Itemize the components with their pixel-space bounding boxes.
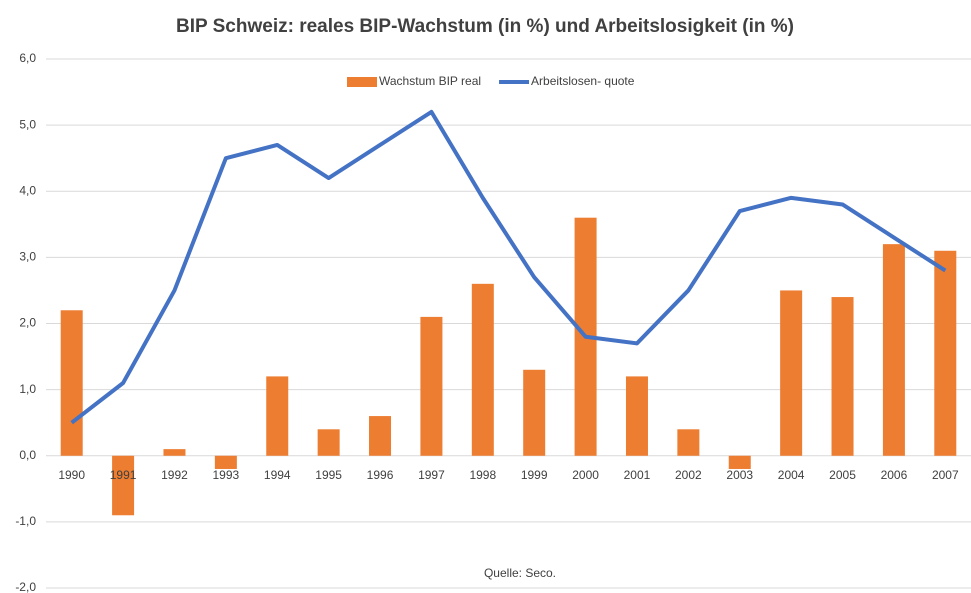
bar (369, 416, 392, 456)
y-tick-label: 5,0 (19, 117, 36, 131)
legend-label: Wachstum BIP real (379, 74, 481, 88)
y-tick-label: 2,0 (19, 316, 36, 330)
legend-label: Arbeitslosen- quote (531, 74, 635, 88)
bar (934, 250, 957, 456)
y-tick-label: -1,0 (15, 514, 36, 528)
bar (214, 455, 237, 469)
bar (60, 310, 83, 456)
annotation: Quelle: Seco. (484, 566, 556, 580)
x-tick-label: 2003 (726, 468, 753, 482)
x-tick-label: 1992 (161, 468, 188, 482)
x-tick-label: 2006 (881, 468, 908, 482)
bar (677, 429, 700, 456)
x-tick-label: 1995 (315, 468, 342, 482)
bar (266, 376, 289, 456)
y-tick-label: -2,0 (15, 580, 36, 593)
bar (780, 290, 803, 456)
x-tick-label: 2002 (675, 468, 702, 482)
chart-title: BIP Schweiz: reales BIP-Wachstum (in %) … (176, 16, 794, 37)
x-tick-label: 1991 (110, 468, 137, 482)
bar (728, 455, 751, 469)
bar (317, 429, 340, 456)
bar (882, 244, 905, 456)
bar (625, 376, 648, 456)
x-tick-label: 1996 (367, 468, 394, 482)
x-tick-label: 2005 (829, 468, 856, 482)
y-tick-label: 1,0 (19, 382, 36, 396)
bar (420, 316, 443, 456)
bar (831, 297, 854, 456)
line (70, 109, 947, 425)
bar (523, 369, 546, 456)
y-tick-label: 3,0 (19, 250, 36, 264)
x-tick-label: 2001 (624, 468, 651, 482)
x-tick-label: 1993 (213, 468, 240, 482)
legend-swatch (347, 77, 377, 87)
x-tick-label: 2007 (932, 468, 959, 482)
x-tick-label: 1994 (264, 468, 291, 482)
y-tick-label: 6,0 (19, 51, 36, 65)
x-tick-label: 2004 (778, 468, 805, 482)
x-tick-label: 2000 (572, 468, 599, 482)
x-tick-label: 1997 (418, 468, 445, 482)
x-tick-label: 1998 (469, 468, 496, 482)
y-tick-label: 0,0 (19, 448, 36, 462)
bar (471, 283, 494, 456)
x-tick-label: 1990 (58, 468, 85, 482)
y-tick-label: 4,0 (19, 183, 36, 197)
bar (163, 449, 186, 456)
x-tick-label: 1999 (521, 468, 548, 482)
bar (112, 455, 135, 516)
